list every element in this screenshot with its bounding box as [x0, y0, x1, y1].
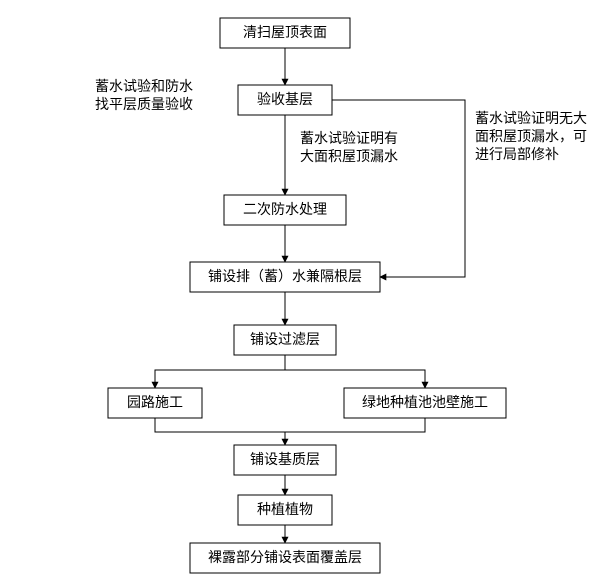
- node-label-n2: 验收基层: [257, 91, 313, 108]
- node-label-n4: 铺设排（蓄）水兼隔根层: [208, 269, 362, 285]
- edge-3: [332, 100, 465, 277]
- flow-node-n9: 种植植物: [238, 495, 332, 525]
- node-label-n6: 园路施工: [127, 395, 183, 411]
- node-label-n9: 种植植物: [257, 502, 313, 518]
- edge-6: [285, 370, 425, 388]
- flow-node-n5: 铺设过滤层: [234, 325, 336, 355]
- flow-node-n1: 清扫屋顶表面: [220, 18, 350, 48]
- node-label-n7: 绿地种植池池壁施工: [362, 395, 488, 411]
- flow-node-n3: 二次防水处理: [224, 195, 346, 225]
- node-label-n3: 二次防水处理: [243, 202, 327, 218]
- edge-label-el3: 蓄水试验证明无大面积屋顶漏水，可进行局部修补: [475, 111, 587, 163]
- flow-node-n8: 铺设基质层: [234, 445, 336, 475]
- flow-node-n6: 园路施工: [108, 388, 202, 418]
- flow-node-n4: 铺设排（蓄）水兼隔根层: [190, 262, 380, 292]
- edge-7: [155, 418, 285, 445]
- edge-label-el1: 蓄水试验和防水找平层质量验收: [95, 79, 193, 113]
- flow-node-n7: 绿地种植池池壁施工: [344, 388, 506, 418]
- edge-label-el2: 蓄水试验证明有大面积屋顶漏水: [300, 131, 398, 165]
- node-label-n1: 清扫屋顶表面: [243, 25, 327, 41]
- edge-5: [155, 355, 285, 388]
- node-label-n8: 铺设基质层: [250, 451, 320, 468]
- flow-node-n2: 验收基层: [238, 85, 332, 115]
- flowchart-canvas: 清扫屋顶表面验收基层二次防水处理铺设排（蓄）水兼隔根层铺设过滤层园路施工 绿地种植…: [0, 0, 598, 576]
- node-label-n5: 铺设过滤层: [250, 332, 320, 348]
- edge-8: [285, 418, 425, 432]
- node-label-n10: 裸露部分铺设表面覆盖层: [208, 550, 362, 566]
- flow-node-n10: 裸露部分铺设表面覆盖层: [190, 543, 380, 573]
